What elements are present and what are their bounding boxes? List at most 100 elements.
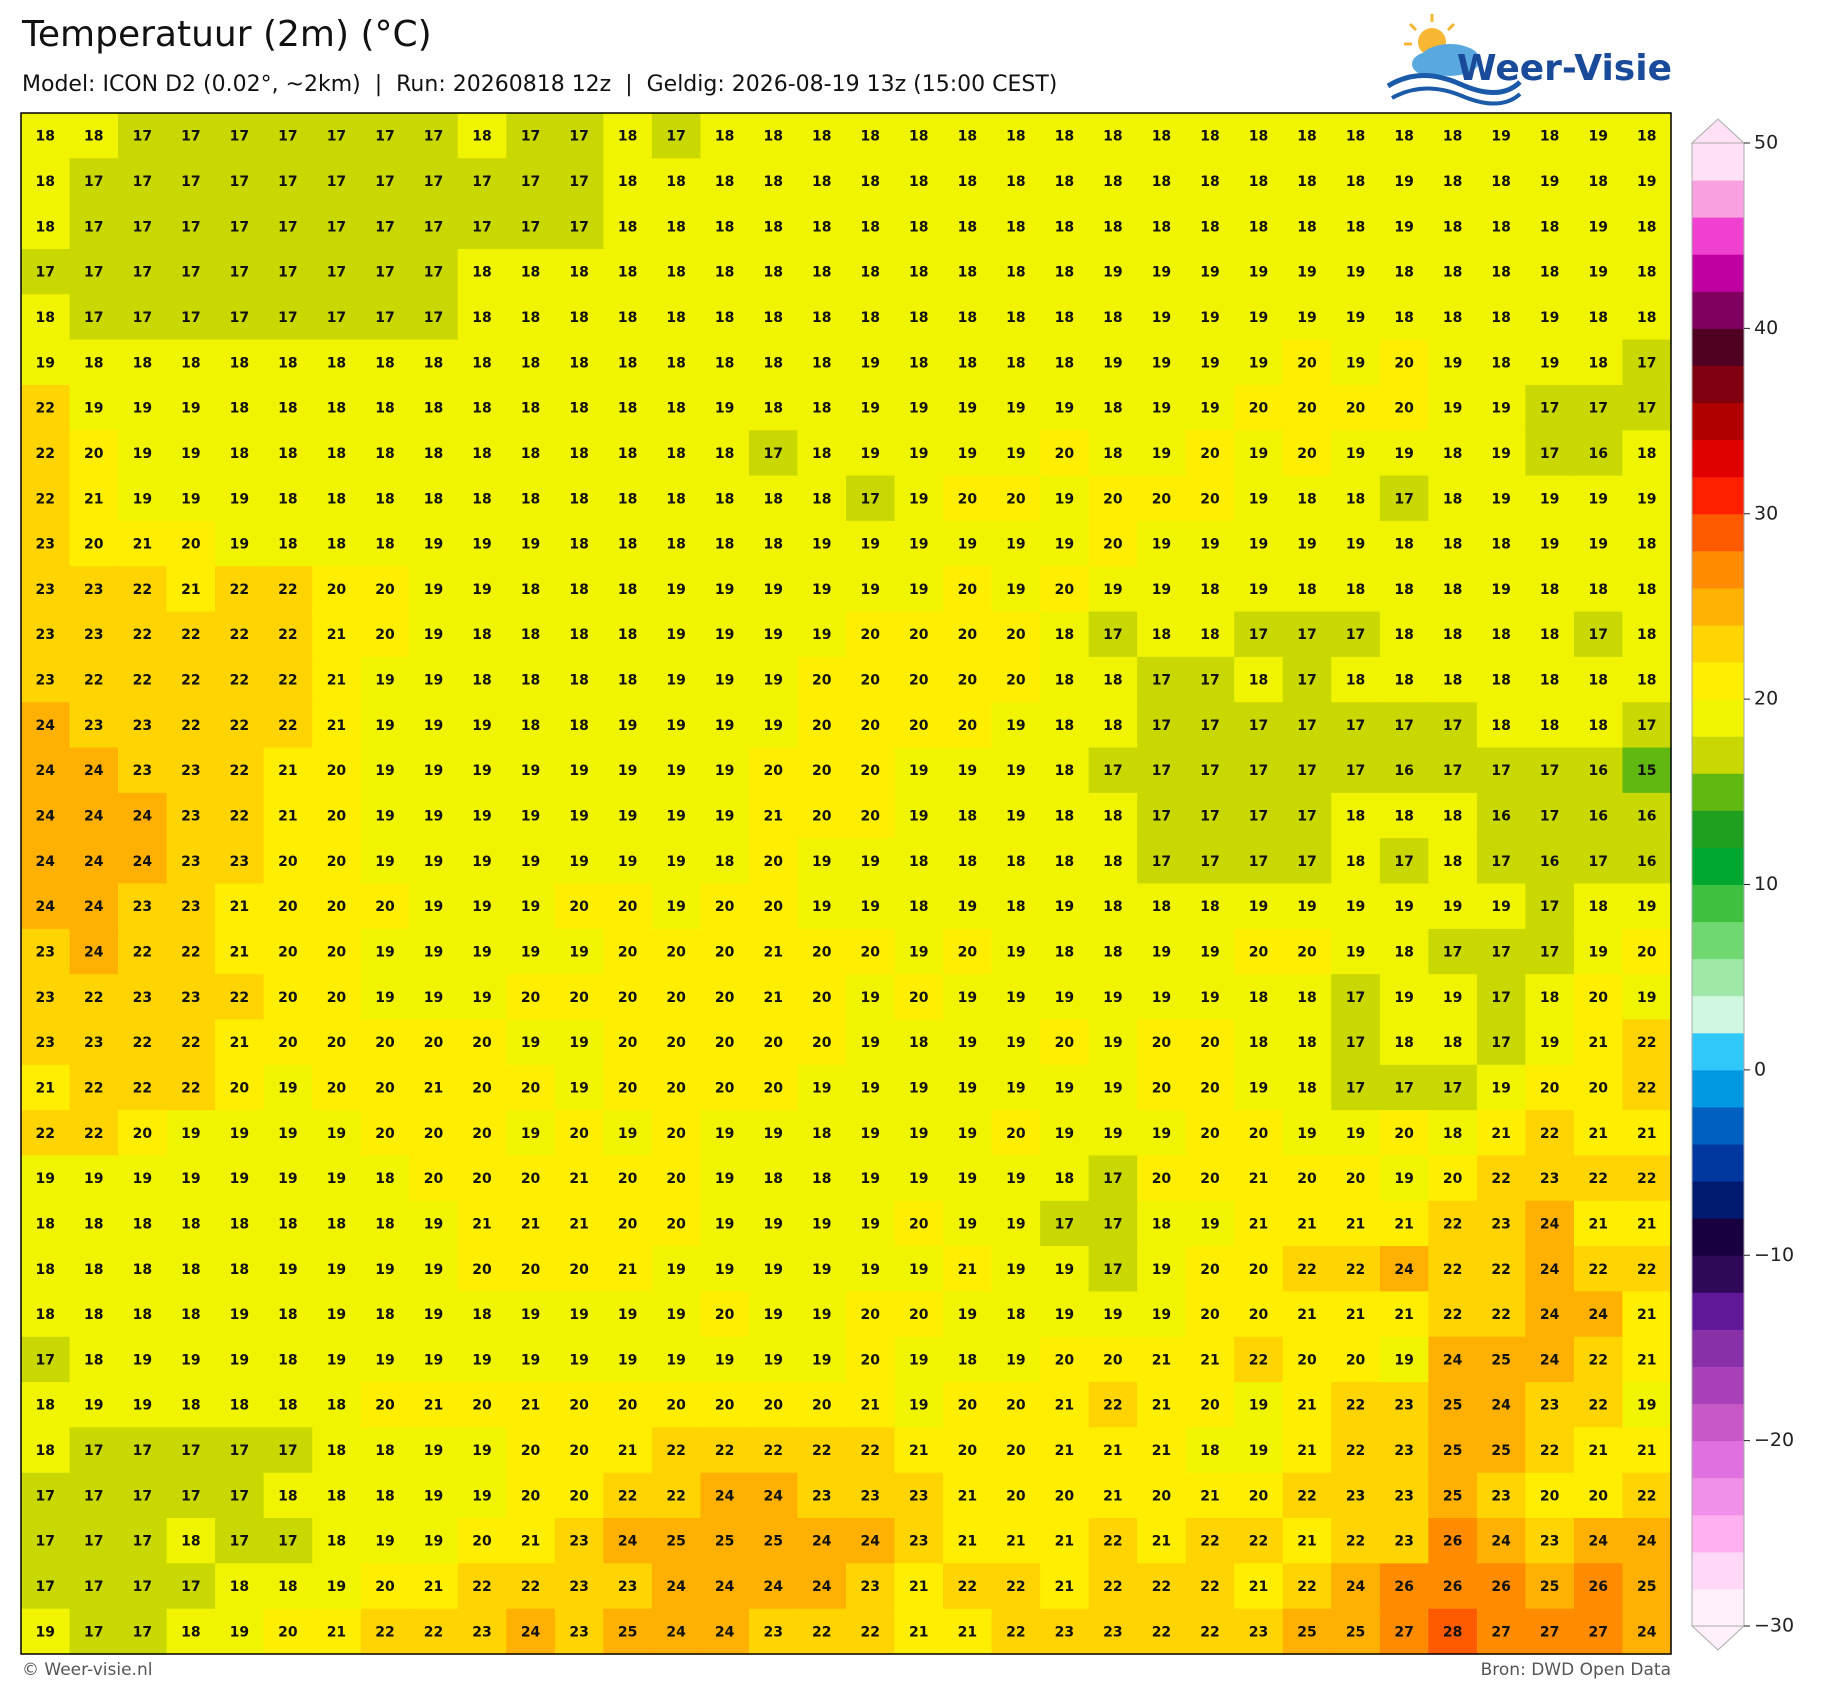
temperature-label: 20 [1103,537,1123,553]
temperature-label: 18 [958,854,977,870]
temperature-label: 20 [1297,401,1317,417]
temperature-label: 18 [1055,219,1074,235]
temperature-cell [603,883,653,930]
temperature-label: 19 [1443,990,1462,1006]
temperature-cell [651,1155,702,1202]
temperature-cell [846,611,896,658]
temperature-cell [1476,838,1527,885]
temperature-label: 22 [1637,1080,1656,1096]
temperature-cell [166,248,216,295]
temperature-label: 19 [472,809,491,825]
temperature-label: 20 [715,1035,735,1051]
temperature-label: 23 [861,1488,880,1504]
temperature-cell [651,883,702,930]
temperature-cell [263,566,313,613]
temperature-cell [506,1064,556,1111]
temperature-label: 18 [36,1443,55,1459]
temperature-cell [1428,702,1478,749]
temperature-cell [1282,883,1332,930]
temperature-label: 21 [1152,1443,1171,1459]
temperature-label: 20 [278,1035,298,1051]
temperature-label: 18 [375,1307,394,1323]
temperature-label: 18 [909,219,928,235]
temperature-label: 22 [812,1443,831,1459]
temperature-label: 17 [1443,763,1462,779]
temperature-label: 19 [1588,491,1607,507]
temperature-label: 17 [1394,1080,1413,1096]
temperature-cell [360,203,410,250]
temperature-label: 18 [763,491,782,507]
temperature-label: 19 [1152,1262,1171,1278]
temperature-cell [700,838,750,885]
temperature-cell [360,883,410,930]
temperature-label: 18 [1637,627,1656,643]
temperature-label: 22 [1152,1624,1171,1640]
temperature-cell [797,1110,847,1157]
temperature-cell [457,702,507,749]
temperature-label: 17 [1103,1262,1122,1278]
temperature-cell [1476,520,1527,567]
temperature-cell [748,974,799,1021]
temperature-label: 20 [569,1488,589,1504]
temperature-label: 22 [84,990,103,1006]
temperature-cell [21,384,71,431]
temperature-cell [1282,248,1332,295]
temperature-cell [312,792,362,839]
temperature-label: 18 [1200,627,1219,643]
temperature-cell [1234,1019,1284,1066]
temperature-label: 18 [1006,310,1025,326]
temperature-cell [943,1200,993,1247]
temperature-label: 18 [1249,1035,1268,1051]
temperature-cell [1234,113,1284,159]
temperature-label: 18 [375,355,394,371]
temperature-cell [360,520,410,567]
temperature-label: 23 [181,763,200,779]
temperature-label: 18 [909,899,928,915]
temperature-label: 19 [666,1352,685,1368]
temperature-label: 19 [569,1307,588,1323]
temperature-label: 21 [1637,1443,1656,1459]
temperature-cell [1331,430,1381,477]
temperature-label: 24 [521,1624,541,1640]
temperature-cell [651,838,702,885]
temperature-cell [1622,792,1672,839]
temperature-label: 18 [1055,944,1074,960]
temperature-label: 19 [1637,174,1656,190]
temperature-label: 17 [181,310,200,326]
temperature-label: 18 [472,129,491,145]
temperature-label: 18 [618,129,637,145]
temperature-cell [1040,1200,1090,1247]
temperature-label: 21 [521,1216,540,1232]
temperature-cell [506,1155,556,1202]
temperature-label: 21 [424,1080,443,1096]
temperature-label: 17 [327,310,346,326]
temperature-label: 18 [375,491,394,507]
temperature-label: 22 [133,944,152,960]
temperature-cell [1234,475,1284,522]
temperature-label: 25 [763,1534,782,1550]
temperature-cell [700,384,750,431]
temperature-cell [457,747,507,794]
temperature-label: 22 [1200,1579,1219,1595]
temperature-cell [312,294,362,341]
temperature-cell [69,339,119,386]
temperature-label: 22 [812,1624,831,1640]
temperature-label: 20 [472,1262,492,1278]
temperature-label: 21 [1103,1488,1122,1504]
colorbar-bottom-cap [1690,1625,1746,1651]
temperature-label: 23 [181,854,200,870]
temperature-cell [21,974,71,1021]
temperature-cell [1137,747,1187,794]
temperature-label: 22 [1637,1262,1656,1278]
temperature-cell [700,203,750,250]
temperature-label: 20 [958,673,978,689]
temperature-cell [1331,747,1381,794]
temperature-label: 19 [521,944,540,960]
temperature-cell [603,430,653,477]
temperature-label: 19 [569,1035,588,1051]
temperature-label: 18 [36,1307,55,1323]
temperature-label: 21 [1200,1352,1219,1368]
colorbar-top-cap [1690,118,1746,144]
temperature-cell [1379,430,1429,477]
temperature-cell [69,158,119,205]
